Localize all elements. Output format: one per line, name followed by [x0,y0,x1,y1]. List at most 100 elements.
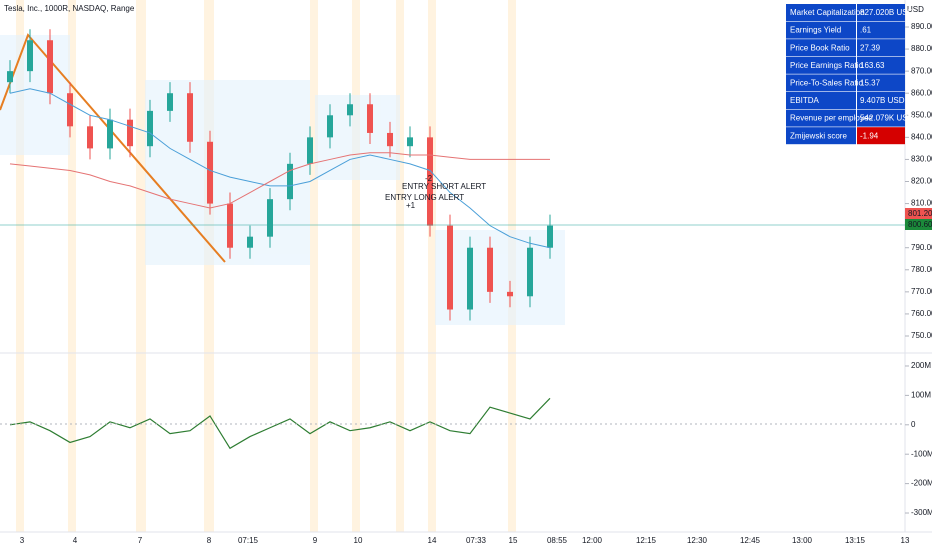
y-tick-label: 100M [911,390,931,399]
y-tick-label: 200M [911,361,931,370]
alert-label: ENTRY SHORT ALERT [402,182,486,191]
candle-body [207,141,213,204]
candle-body [147,110,153,147]
alert-label: +1 [406,201,416,210]
table-cell [857,109,905,127]
time-label: 07:33 [466,536,487,545]
time-label: 12:30 [687,536,708,545]
time-label: 4 [73,536,78,545]
candle-body [227,203,233,248]
table-key: Price Book Ratio [790,43,850,52]
table-cell [857,74,905,92]
candle-body [187,93,193,142]
table-key: Revenue per employee [790,114,873,123]
time-label: 13 [901,536,910,545]
price-tag-text: 800.60 [908,220,932,229]
candle-body [487,247,493,292]
price-tag [905,219,932,230]
candle-body [27,40,33,72]
table-key: Earnings Yield [790,26,841,35]
table-cell [786,39,856,57]
chart-title: Tesla, Inc., 1000R, NASDAQ, Range [4,4,135,13]
y-tick-label: 780.00 [911,265,932,274]
time-label: 7 [138,536,143,545]
profile-boxes [0,35,565,325]
time-label: 13:15 [845,536,866,545]
candle-body [347,104,353,116]
y-tick-label: 760.00 [911,309,932,318]
candle-body [127,119,133,147]
y-tick-label: 750.00 [911,331,932,340]
candle-body [547,225,553,248]
time-label: 10 [354,536,363,545]
candle-body [367,104,373,133]
y-tick-label: 840.00 [911,132,932,141]
table-value: -1.94 [860,131,879,140]
table-cell [857,127,905,145]
candle-body [527,247,533,297]
candle-body [467,247,473,310]
candle-body [287,163,293,200]
y-tick-label: 880.00 [911,44,932,53]
candle-body [307,137,313,164]
y-tick-label: 820.00 [911,177,932,186]
table-cell [786,21,856,39]
candle-body [407,137,413,147]
y-tick-label: 860.00 [911,88,932,97]
candle-body [87,126,93,149]
table-cell [857,92,905,109]
candle-body [387,132,393,147]
price-tag-text: 801.20 [908,209,932,218]
candle-body [507,291,513,297]
table-value: 163.63 [860,61,885,70]
candle-body [327,115,333,138]
series-line [9,397,551,450]
y-tick-label: 810.00 [911,199,932,208]
table-key: Market Capitalization [790,8,865,17]
series-line [9,152,550,209]
time-label: 12:45 [740,536,761,545]
table-value: 827.020B USD [860,8,914,17]
time-label: 15 [509,536,518,545]
time-label: 12:15 [636,536,657,545]
table-value: .61 [860,26,872,35]
zigzag [0,33,226,263]
table-value: 27.39 [860,43,881,52]
y-tick-label: 770.00 [911,287,932,296]
time-label: 13:00 [792,536,813,545]
table-cell [786,74,856,92]
table-value: 542.079K USD [860,114,914,123]
candle-body [267,199,273,237]
y-tick-label: 830.00 [911,155,932,164]
table-cell [786,127,856,145]
table-key: EBITDA [790,96,820,105]
table-key: Price Earnings Ratio [790,61,863,70]
table-cell [786,109,856,127]
time-label: 8 [207,536,212,545]
alert-label: ENTRY LONG ALERT [385,193,464,202]
table-cell [857,39,905,57]
table-cell [857,56,905,74]
time-label: 9 [313,536,318,545]
candle-body [7,71,13,83]
table-value: 15.37 [860,79,881,88]
series-line [9,88,551,249]
table-cell [857,21,905,39]
y-tick-label: 890.00 [911,22,932,31]
table-key: Price-To-Sales Ratio [790,79,863,88]
time-label: 12:00 [582,536,603,545]
table-cell [857,4,905,21]
time-label: 3 [20,536,25,545]
y-tick-label: 850.00 [911,110,932,119]
candle-body [67,93,73,127]
candle-body [107,119,113,149]
table-cell [786,4,856,21]
table-key: Zmijewski score [790,131,847,140]
time-label: 08:55 [547,536,568,545]
y-tick-label: -300M [911,508,932,517]
y-tick-label: -100M [911,449,932,458]
alert-label: -2 [425,174,433,183]
candle-body [47,40,53,94]
y-tick-label: 0 [911,420,916,429]
candle-body [427,137,433,226]
